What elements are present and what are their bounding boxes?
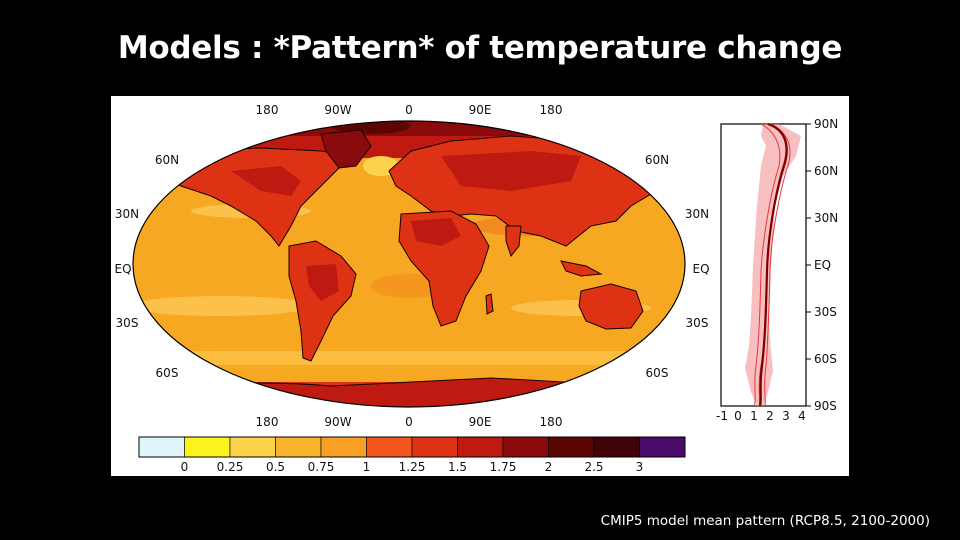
profile-x-label: 3	[782, 409, 790, 423]
australia	[578, 283, 644, 330]
map-outline	[132, 120, 686, 408]
model-line	[753, 123, 781, 407]
new-zealand	[652, 335, 664, 352]
left-lat-label: 30S	[116, 316, 139, 330]
greenland	[320, 129, 372, 169]
top-lon-label: 180	[540, 103, 563, 117]
colorbar-tick-label: 1.75	[490, 460, 517, 474]
profile-x-label: -1	[716, 409, 728, 423]
profile-x-label: 4	[798, 409, 806, 423]
left-lat-label: 60N	[155, 153, 179, 167]
profile-lat-axis: 90N 60N 30N EQ 30S 60S 90S	[806, 117, 838, 413]
colorbar-tick-label: 0	[181, 460, 189, 474]
colorbar-tick-label: 0.5	[266, 460, 285, 474]
left-lat-label: EQ	[114, 262, 131, 276]
profile-lat-label: 90N	[814, 117, 838, 131]
colorbar-swatch	[366, 436, 413, 458]
top-lon-label: 180	[256, 103, 279, 117]
bottom-lon-label: 90E	[469, 415, 492, 429]
madagascar	[485, 293, 494, 315]
profile-lat-label: 30S	[814, 305, 837, 319]
colorbar-tick-label: 0.75	[308, 460, 335, 474]
figure-panel: 180 90W 0 90E 180 180 90W 0 90E 180 60N …	[111, 96, 849, 476]
colorbar-swatch	[138, 436, 185, 458]
slide-title: Models : *Pattern* of temperature change	[117, 30, 843, 66]
figure-svg: 180 90W 0 90E 180 180 90W 0 90E 180 60N …	[114, 103, 838, 474]
south-america	[288, 240, 357, 362]
colorbar-swatch	[502, 436, 549, 458]
colorbar-tick-label: 2.5	[584, 460, 603, 474]
bottom-lon-label: 180	[540, 415, 563, 429]
colorbar-swatch	[184, 436, 231, 458]
colorbar-swatch	[229, 436, 276, 458]
ocean-band	[133, 296, 311, 316]
profile-lat-label: 60S	[814, 352, 837, 366]
profile-x-axis: -1 0 1 2 3 4	[716, 409, 806, 423]
arctic-max	[481, 121, 541, 130]
profile-lat-label: 60N	[814, 164, 838, 178]
top-lon-label: 0	[405, 103, 413, 117]
profile-lat-label: 30N	[814, 211, 838, 225]
colorbar-tick-label: 2	[545, 460, 553, 474]
india	[505, 225, 522, 258]
bottom-lon-label: 90W	[324, 415, 351, 429]
colorbar-tick-label: 1	[363, 460, 371, 474]
profile-lat-label: EQ	[814, 258, 831, 272]
profile-x-label: 2	[766, 409, 774, 423]
maritime-continent	[560, 260, 603, 277]
bottom-lon-label: 180	[256, 415, 279, 429]
profile-lat-label: 90S	[814, 399, 837, 413]
right-lat-label: 60S	[646, 366, 669, 380]
left-lat-label: 60S	[156, 366, 179, 380]
colorbar-swatch	[320, 436, 367, 458]
temperature-change-map: 180 90W 0 90E 180 180 90W 0 90E 180 60N …	[114, 103, 709, 429]
colorbar-tick-label: 1.25	[399, 460, 426, 474]
bottom-lon-label: 0	[405, 415, 413, 429]
colorbar-swatch	[593, 436, 640, 458]
colorbar-tick-label: 3	[636, 460, 644, 474]
colorbar-tick-label: 0.25	[217, 460, 244, 474]
sahara	[411, 218, 461, 246]
north-america	[149, 147, 353, 247]
figure-caption: CMIP5 model mean pattern (RCP8.5, 2100-2…	[600, 513, 930, 529]
amazon	[306, 264, 339, 301]
model-line	[764, 123, 791, 407]
zonal-mean-profile: 90N 60N 30N EQ 30S 60S 90S -1 0 1 2 3 4	[716, 117, 838, 423]
colorbar-labels: 0 0.25 0.5 0.75 1 1.25 1.5 1.75 2 2.5 3	[181, 460, 644, 474]
siberia	[441, 151, 581, 191]
right-lat-label: 30N	[685, 207, 709, 221]
colorbar-frame	[138, 436, 686, 458]
right-lat-label: EQ	[692, 262, 709, 276]
colorbar-swatch	[411, 436, 458, 458]
left-lat-label: 30N	[115, 207, 139, 221]
southern-ocean-band	[133, 351, 685, 365]
colorbar-tick-label: 1.5	[448, 460, 467, 474]
colorbar-swatches	[138, 436, 686, 458]
north-america-interior	[231, 166, 301, 196]
colorbar-swatch	[548, 436, 595, 458]
colorbar-swatch	[639, 436, 686, 458]
colorbar-swatch	[275, 436, 322, 458]
colorbar: 0 0.25 0.5 0.75 1 1.25 1.5 1.75 2 2.5 3	[138, 436, 686, 474]
antarctica	[170, 377, 652, 407]
profile-x-label: 0	[734, 409, 742, 423]
multi-model-mean-line	[758, 122, 788, 407]
top-lon-label: 90E	[469, 103, 492, 117]
right-lat-label: 30S	[686, 316, 709, 330]
top-lon-label: 90W	[324, 103, 351, 117]
colorbar-swatch	[457, 436, 504, 458]
profile-x-label: 1	[750, 409, 758, 423]
right-lat-label: 60N	[645, 153, 669, 167]
